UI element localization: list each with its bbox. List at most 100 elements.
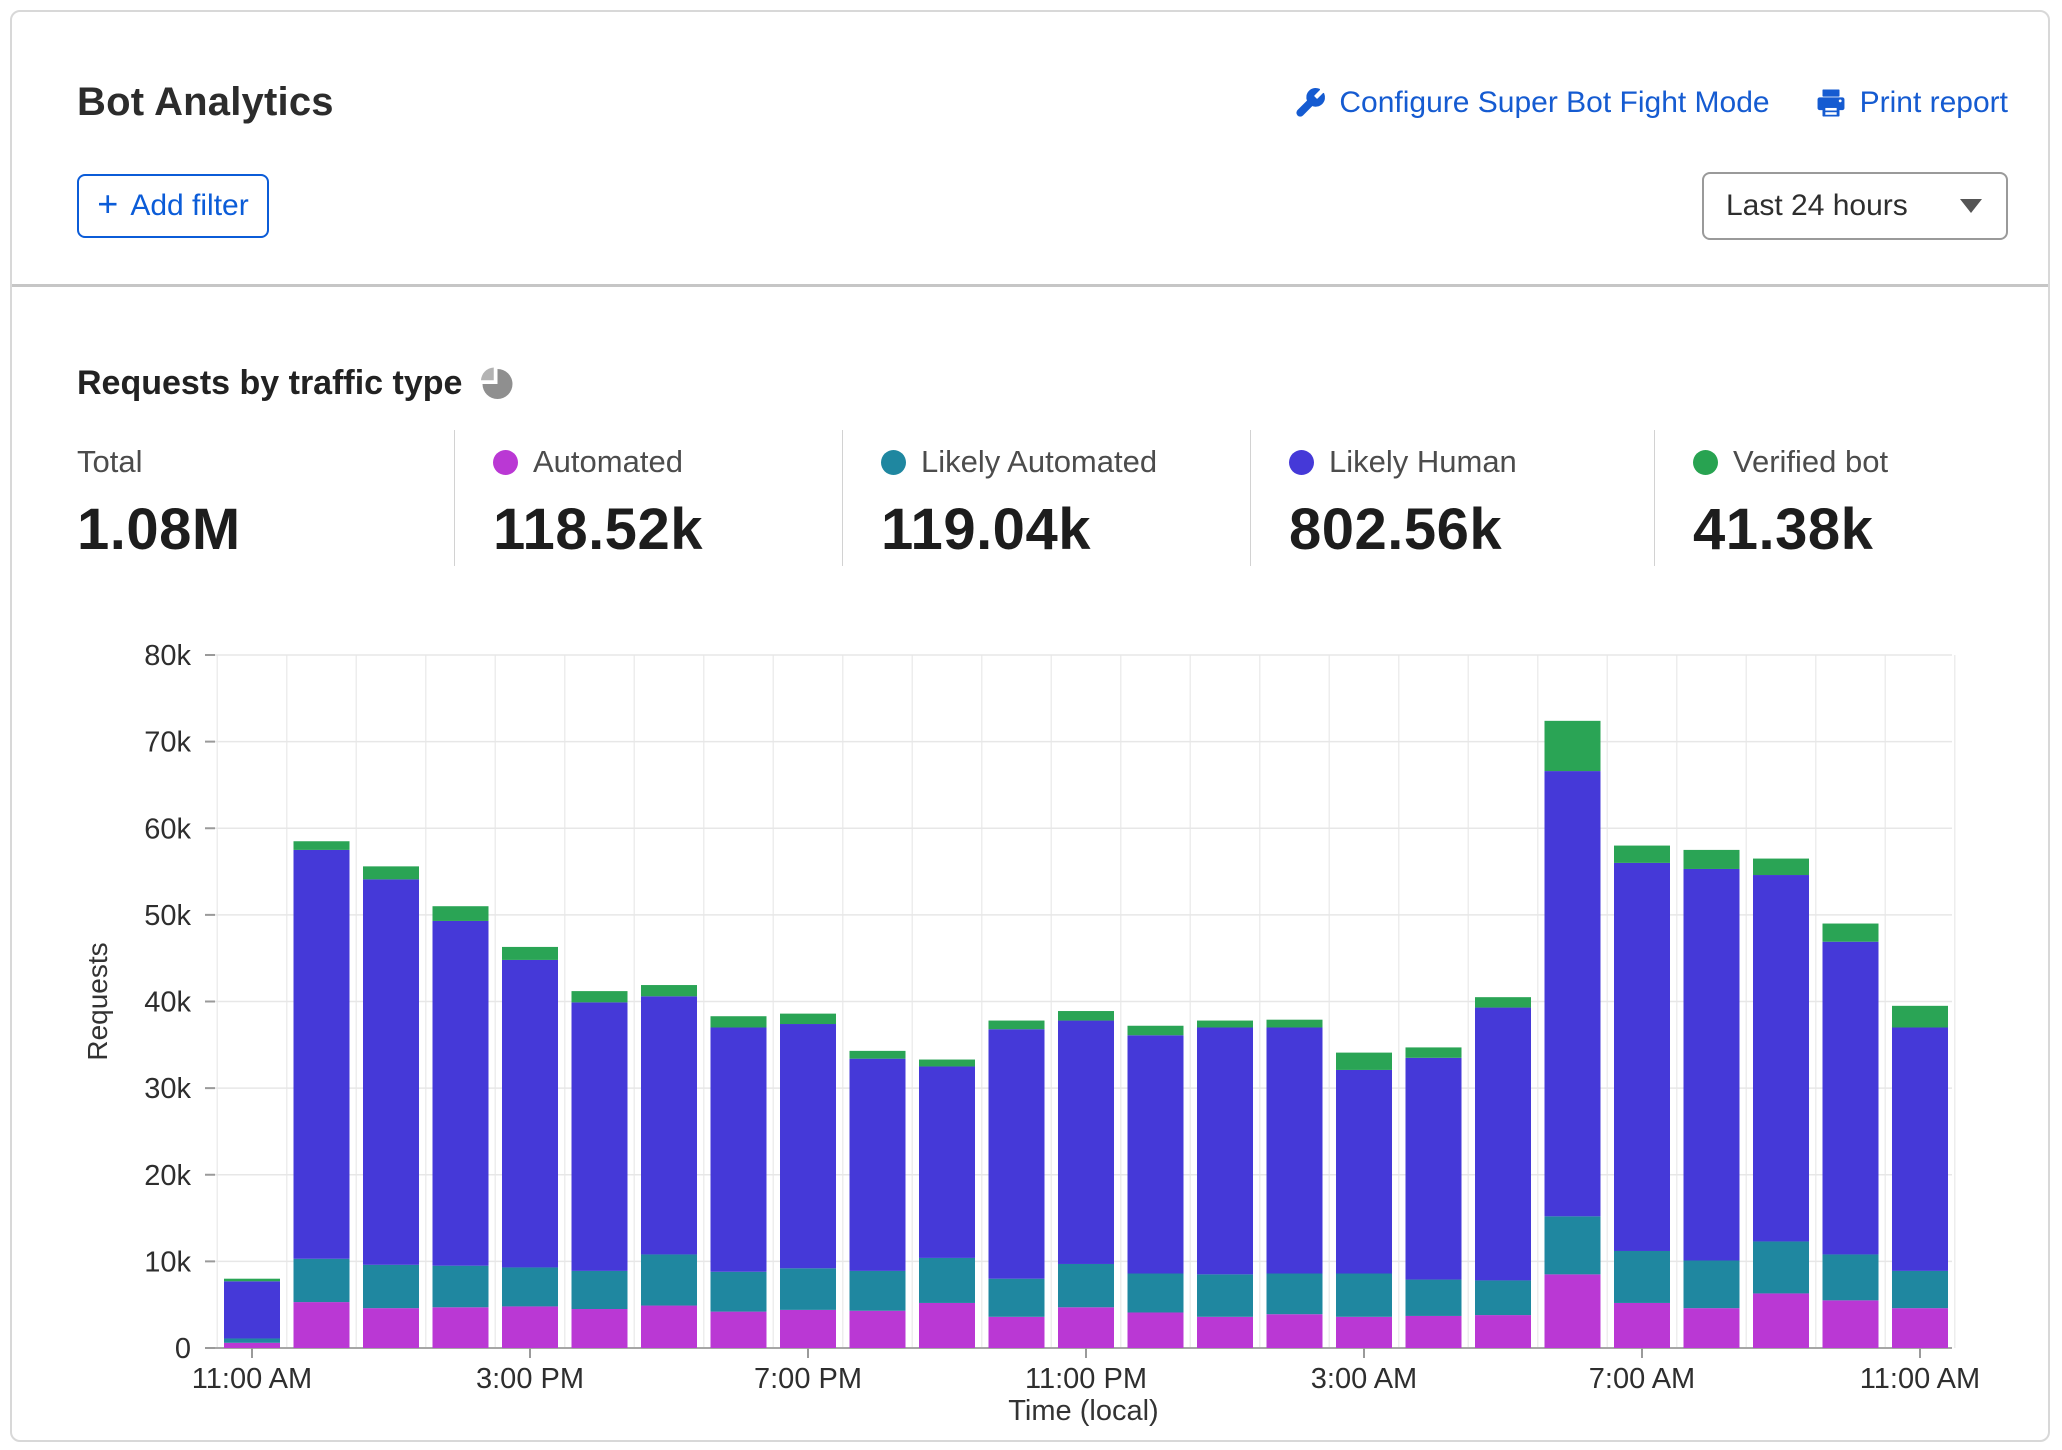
- bar-segment-likely-human[interactable]: [571, 1002, 628, 1271]
- bar-segment-automated[interactable]: [1197, 1316, 1253, 1348]
- bar-segment-verified-bot[interactable]: [1475, 997, 1531, 1008]
- bar-segment-automated[interactable]: [1892, 1308, 1948, 1348]
- bar-segment-verified-bot[interactable]: [1058, 1011, 1114, 1021]
- bar-segment-verified-bot[interactable]: [710, 1016, 767, 1028]
- bar-segment-verified-bot[interactable]: [919, 1059, 975, 1067]
- bar-segment-likely-human[interactable]: [1475, 1007, 1531, 1281]
- bar-segment-likely-human[interactable]: [1544, 771, 1601, 1217]
- bar-segment-automated[interactable]: [1127, 1312, 1184, 1348]
- bar-segment-likely-automated[interactable]: [1058, 1263, 1114, 1308]
- bar-segment-likely-human[interactable]: [641, 996, 697, 1255]
- bar-segment-likely-automated[interactable]: [1475, 1280, 1531, 1316]
- bar-segment-verified-bot[interactable]: [293, 841, 350, 850]
- bar-segment-likely-human[interactable]: [1753, 875, 1809, 1242]
- bar-segment-automated[interactable]: [1266, 1314, 1323, 1348]
- bar-segment-verified-bot[interactable]: [224, 1278, 280, 1282]
- bar-segment-likely-automated[interactable]: [571, 1270, 628, 1310]
- bar-segment-automated[interactable]: [502, 1306, 558, 1348]
- bar-segment-likely-human[interactable]: [293, 849, 350, 1259]
- bar-segment-automated[interactable]: [224, 1342, 280, 1348]
- bar-segment-likely-human[interactable]: [1058, 1020, 1114, 1264]
- bar-segment-verified-bot[interactable]: [1197, 1020, 1253, 1028]
- bar-segment-automated[interactable]: [1614, 1302, 1670, 1348]
- bar-segment-likely-human[interactable]: [1892, 1027, 1948, 1271]
- bar-segment-automated[interactable]: [710, 1311, 767, 1348]
- bar-segment-likely-automated[interactable]: [849, 1270, 906, 1311]
- bar-segment-automated[interactable]: [1405, 1315, 1462, 1348]
- bar-segment-likely-human[interactable]: [1614, 862, 1670, 1251]
- bar-segment-automated[interactable]: [988, 1316, 1045, 1348]
- bar-segment-automated[interactable]: [1753, 1293, 1809, 1348]
- bar-segment-verified-bot[interactable]: [1336, 1052, 1392, 1070]
- bar-segment-likely-automated[interactable]: [1405, 1279, 1462, 1316]
- bar-segment-likely-automated[interactable]: [1683, 1260, 1740, 1309]
- bar-segment-likely-human[interactable]: [988, 1029, 1045, 1279]
- bar-segment-likely-automated[interactable]: [919, 1257, 975, 1303]
- bar-segment-likely-human[interactable]: [1336, 1069, 1392, 1274]
- bar-segment-automated[interactable]: [1822, 1300, 1879, 1348]
- add-filter-button[interactable]: + Add filter: [77, 174, 269, 238]
- bar-segment-automated[interactable]: [1336, 1316, 1392, 1348]
- bar-segment-verified-bot[interactable]: [1683, 849, 1740, 869]
- bar-segment-verified-bot[interactable]: [849, 1050, 906, 1059]
- bar-segment-likely-human[interactable]: [224, 1281, 280, 1339]
- time-range-select[interactable]: Last 24 hours: [1702, 172, 2008, 240]
- bar-segment-likely-automated[interactable]: [1266, 1273, 1323, 1315]
- bar-segment-verified-bot[interactable]: [1614, 845, 1670, 863]
- bar-segment-likely-human[interactable]: [780, 1024, 836, 1269]
- bar-segment-verified-bot[interactable]: [1266, 1019, 1323, 1028]
- bar-segment-likely-automated[interactable]: [641, 1254, 697, 1306]
- bar-segment-verified-bot[interactable]: [1822, 923, 1879, 942]
- bar-segment-verified-bot[interactable]: [432, 906, 489, 921]
- bar-segment-verified-bot[interactable]: [571, 991, 628, 1003]
- bar-segment-likely-automated[interactable]: [1614, 1250, 1670, 1303]
- bar-segment-likely-human[interactable]: [363, 879, 419, 1265]
- bar-segment-likely-automated[interactable]: [1753, 1241, 1809, 1294]
- bar-segment-automated[interactable]: [1544, 1274, 1601, 1348]
- bar-segment-likely-automated[interactable]: [1544, 1216, 1601, 1275]
- bar-segment-automated[interactable]: [641, 1305, 697, 1348]
- bar-segment-automated[interactable]: [1058, 1307, 1114, 1348]
- bar-segment-automated[interactable]: [1683, 1308, 1740, 1348]
- bar-segment-likely-automated[interactable]: [1892, 1270, 1948, 1309]
- bar-segment-automated[interactable]: [363, 1308, 419, 1348]
- bar-segment-automated[interactable]: [919, 1302, 975, 1348]
- bar-segment-likely-human[interactable]: [432, 920, 489, 1266]
- bar-segment-verified-bot[interactable]: [1127, 1025, 1184, 1036]
- bar-segment-likely-automated[interactable]: [780, 1268, 836, 1310]
- bar-segment-likely-automated[interactable]: [1336, 1273, 1392, 1317]
- bar-segment-likely-automated[interactable]: [1127, 1273, 1184, 1313]
- bar-segment-verified-bot[interactable]: [988, 1020, 1045, 1030]
- bar-segment-likely-human[interactable]: [1127, 1035, 1184, 1274]
- bar-segment-likely-human[interactable]: [710, 1027, 767, 1272]
- bar-segment-likely-automated[interactable]: [710, 1271, 767, 1312]
- bar-segment-likely-human[interactable]: [1405, 1057, 1462, 1280]
- bar-segment-likely-automated[interactable]: [293, 1258, 350, 1303]
- bar-segment-likely-human[interactable]: [1683, 868, 1740, 1261]
- bar-segment-likely-automated[interactable]: [988, 1278, 1045, 1317]
- bar-segment-verified-bot[interactable]: [363, 866, 419, 880]
- bar-segment-verified-bot[interactable]: [641, 985, 697, 997]
- bar-segment-likely-automated[interactable]: [1822, 1254, 1879, 1301]
- bar-segment-likely-automated[interactable]: [224, 1338, 280, 1343]
- bar-segment-verified-bot[interactable]: [1892, 1005, 1948, 1028]
- bar-segment-likely-human[interactable]: [849, 1058, 906, 1271]
- bar-segment-verified-bot[interactable]: [1753, 858, 1809, 876]
- bar-segment-automated[interactable]: [293, 1302, 350, 1348]
- bar-segment-automated[interactable]: [849, 1310, 906, 1348]
- bar-segment-verified-bot[interactable]: [780, 1013, 836, 1025]
- bar-segment-automated[interactable]: [780, 1309, 836, 1348]
- bar-segment-automated[interactable]: [571, 1309, 628, 1348]
- bar-segment-automated[interactable]: [432, 1307, 489, 1348]
- bar-segment-likely-automated[interactable]: [1197, 1274, 1253, 1317]
- bar-segment-likely-human[interactable]: [1822, 941, 1879, 1255]
- bar-segment-verified-bot[interactable]: [1405, 1047, 1462, 1058]
- bar-segment-automated[interactable]: [1475, 1315, 1531, 1348]
- bar-segment-likely-human[interactable]: [502, 959, 558, 1268]
- bar-segment-likely-automated[interactable]: [432, 1265, 489, 1308]
- bar-segment-verified-bot[interactable]: [1544, 720, 1601, 772]
- bar-segment-likely-human[interactable]: [1197, 1027, 1253, 1275]
- bar-segment-likely-human[interactable]: [1266, 1027, 1323, 1274]
- configure-super-bot-fight-mode-link[interactable]: Configure Super Bot Fight Mode: [1293, 86, 1770, 120]
- bar-segment-verified-bot[interactable]: [502, 946, 558, 960]
